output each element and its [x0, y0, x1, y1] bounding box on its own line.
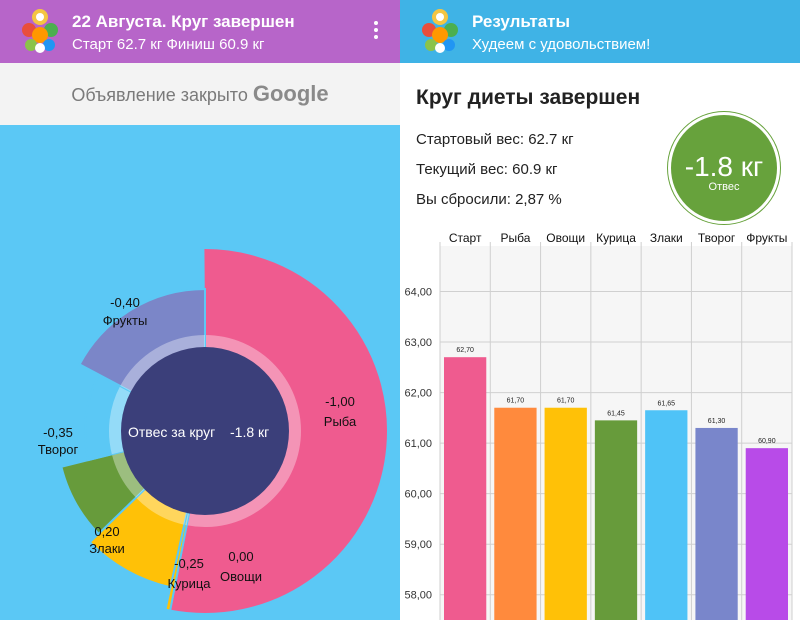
- y-tick-label: 58,00: [404, 590, 432, 602]
- bar-value-label: 61,45: [607, 410, 625, 417]
- bar-2[interactable]: [494, 407, 537, 620]
- right-screen: Результаты Худеем с удовольствием! Круг …: [400, 0, 800, 620]
- round-title: 22 Августа. Круг завершен: [72, 12, 295, 31]
- y-tick-label: 64,00: [404, 286, 432, 298]
- summary-title: Круг диеты завершен: [416, 86, 641, 109]
- y-tick-label: 61,00: [404, 438, 432, 450]
- weight-lost-text: Вы сбросили: 2,87 %: [416, 191, 562, 208]
- donut-category-label: Злаки: [89, 541, 125, 556]
- donut-category-label: Фрукты: [103, 313, 148, 328]
- bar-4[interactable]: [594, 420, 638, 620]
- bar-value-label: 60,90: [758, 438, 776, 445]
- y-tick-label: 63,00: [404, 337, 432, 349]
- x-category-label: Рыба: [500, 231, 530, 245]
- left-app-bar: 22 Августа. Круг завершен Старт 62.7 кг …: [0, 0, 400, 63]
- donut-segment-rim: [135, 487, 188, 525]
- donut-category-label: Творог: [38, 442, 79, 457]
- donut-segment-rim: [111, 450, 147, 498]
- donut-value-label: 0,20: [94, 524, 119, 539]
- right-app-bar: Результаты Худеем с удовольствием!: [400, 0, 800, 63]
- donut-center-label: Отвес за круг: [128, 424, 215, 440]
- round-subtitle: Старт 62.7 кг Финиш 60.9 кг: [72, 36, 265, 53]
- current-weight-text: Текущий вес: 60.9 кг: [416, 161, 558, 178]
- donut-value-label: 0,00: [228, 549, 253, 564]
- weight-donut-chart: -1,00 Рыба 0,00 Овощи -0,25 Курица 0,20 Злаки -0…: [38, 247, 389, 615]
- results-subtitle: Худеем с удовольствием!: [472, 36, 651, 53]
- app-logo-icon: [22, 9, 58, 53]
- ad-banner[interactable]: Объявление закрыто Google: [0, 63, 400, 125]
- donut-center-value: -1.8 кг: [230, 424, 269, 440]
- bar-5[interactable]: [645, 410, 688, 620]
- bar-value-label: 61,30: [708, 418, 726, 425]
- x-category-label: Старт: [449, 231, 482, 245]
- y-tick-label: 62,00: [404, 388, 432, 400]
- bar-3[interactable]: [544, 407, 587, 620]
- x-category-label: Злаки: [650, 231, 683, 245]
- results-title: Результаты: [472, 12, 571, 31]
- left-screen: 22 Августа. Круг завершен Старт 62.7 кг …: [0, 0, 400, 620]
- ad-brand: Google: [252, 81, 329, 106]
- kebab-menu-icon[interactable]: [364, 18, 388, 46]
- x-category-label: Курица: [596, 231, 636, 245]
- x-category-label: Овощи: [546, 231, 585, 245]
- bar-value-label: 61,70: [507, 398, 525, 405]
- badge-value: -1.8 кг: [684, 151, 764, 182]
- donut-category-label: Овощи: [220, 569, 262, 584]
- donut-category-label: Курица: [167, 576, 211, 591]
- donut-center: [121, 347, 289, 515]
- bar-6[interactable]: [695, 427, 738, 620]
- donut-value-label: -0,25: [174, 556, 204, 571]
- y-tick-label: 60,00: [404, 489, 432, 501]
- ad-text: Объявление закрыто: [71, 85, 248, 105]
- start-weight-text: Стартовый вес: 62.7 кг: [416, 131, 574, 148]
- bar-1[interactable]: [444, 357, 487, 620]
- y-tick-label: 59,00: [404, 539, 432, 551]
- x-category-label: Творог: [698, 231, 736, 245]
- badge-label: Отвес: [708, 181, 740, 193]
- weight-loss-badge: -1.8 кг Отвес: [668, 112, 780, 224]
- weight-bar-chart: 58,00 59,00 60,00 61,00 62,00 63,00 64,00 62,70…: [404, 231, 793, 620]
- donut-value-label: -0,40: [110, 295, 140, 310]
- bar-value-label: 61,65: [658, 400, 676, 407]
- bar-7[interactable]: [745, 448, 788, 620]
- donut-category-label: Рыба: [324, 414, 357, 429]
- x-category-label: Фрукты: [746, 231, 787, 245]
- donut-value-label: -0,35: [43, 425, 73, 440]
- bar-value-label: 61,70: [557, 398, 575, 405]
- donut-value-label: -1,00: [325, 394, 355, 409]
- app-logo-icon: [422, 9, 458, 53]
- bar-value-label: 62,70: [456, 347, 474, 354]
